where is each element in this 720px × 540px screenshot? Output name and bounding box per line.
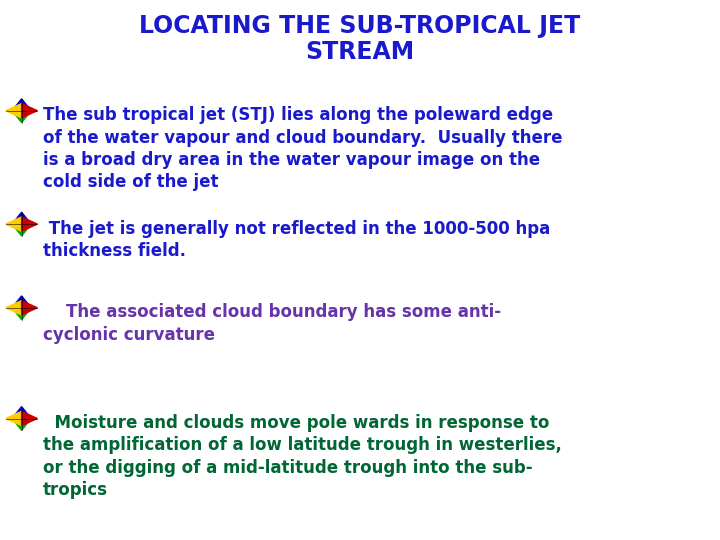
Polygon shape	[6, 217, 22, 231]
Polygon shape	[12, 99, 31, 111]
Text: Moisture and clouds move pole wards in response to
the amplification of a low la: Moisture and clouds move pole wards in r…	[43, 414, 562, 499]
Polygon shape	[12, 224, 31, 236]
Polygon shape	[6, 104, 22, 118]
Text: The jet is generally not reflected in the 1000-500 hpa
thickness field.: The jet is generally not reflected in th…	[43, 220, 551, 260]
Text: LOCATING THE SUB-TROPICAL JET
STREAM: LOCATING THE SUB-TROPICAL JET STREAM	[140, 14, 580, 64]
Polygon shape	[12, 308, 31, 320]
Polygon shape	[12, 418, 31, 430]
Polygon shape	[12, 407, 31, 418]
Text: The associated cloud boundary has some anti-
cyclonic curvature: The associated cloud boundary has some a…	[43, 303, 501, 343]
Polygon shape	[22, 301, 37, 315]
Polygon shape	[22, 217, 37, 231]
Polygon shape	[12, 212, 31, 224]
Polygon shape	[12, 111, 31, 123]
Polygon shape	[12, 296, 31, 308]
Polygon shape	[6, 411, 22, 426]
Text: The sub tropical jet (STJ) lies along the poleward edge
of the water vapour and : The sub tropical jet (STJ) lies along th…	[43, 106, 563, 191]
Polygon shape	[22, 104, 37, 118]
Polygon shape	[22, 411, 37, 426]
Polygon shape	[6, 301, 22, 315]
